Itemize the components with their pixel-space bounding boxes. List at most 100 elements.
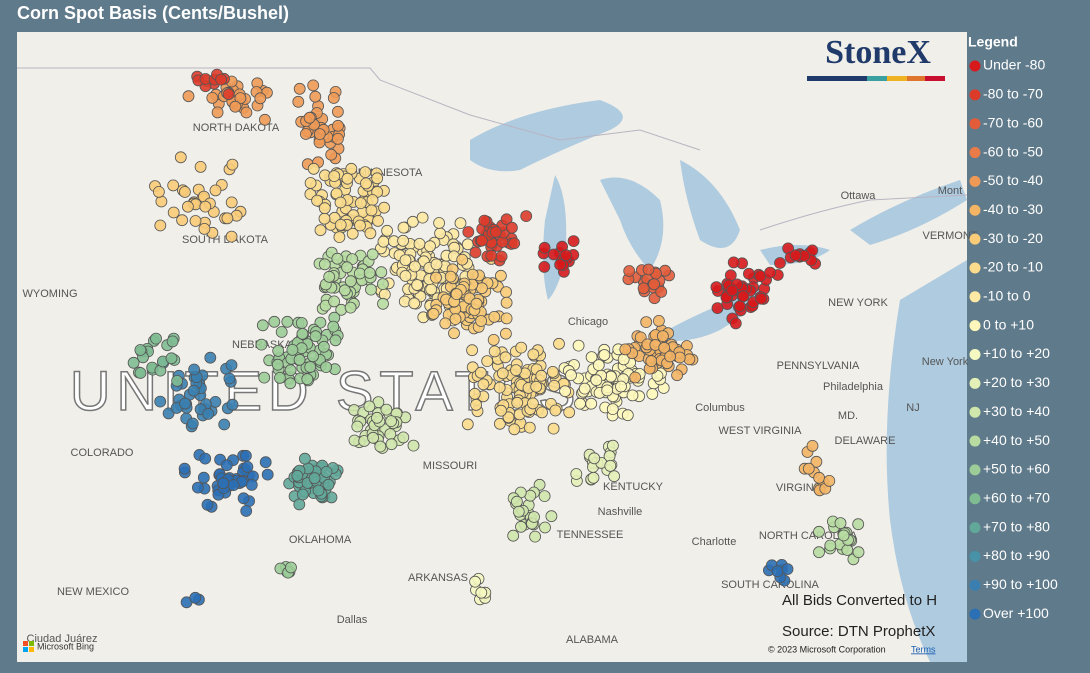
legend-label: +10 to +20 [983,345,1050,361]
bid-point [320,465,333,478]
bid-point [281,315,294,328]
map-label: Columbus [695,402,745,414]
bid-point [166,335,179,348]
bid-point [325,148,338,161]
bid-point [470,398,483,411]
bid-point [475,234,488,247]
legend-swatch [969,349,981,360]
bid-point [813,546,825,559]
bid-point [478,214,491,227]
bid-point [178,186,191,198]
bid-point [408,260,421,273]
bid-point [487,333,500,346]
bid-point [162,407,175,420]
bid-point [176,214,189,227]
bid-point [377,297,389,310]
bid-point [554,258,566,271]
map-label: WEST VIRGINIA [719,425,803,437]
bid-point [375,266,388,279]
map-label: Dallas [337,614,368,626]
bid-point [366,194,379,206]
bid-point [508,237,521,250]
bid-point [363,266,376,279]
bid-point [215,73,228,86]
bid-point [181,200,194,213]
bid-point [351,420,364,433]
bid-point [360,177,372,190]
bid-point [189,591,202,604]
bid-point [462,226,475,238]
bid-point [134,367,147,379]
bid-point [318,258,331,271]
legend-label: -20 to -10 [983,259,1043,275]
map-label: VIRGINIA [776,482,825,494]
map-label: ALABAMA [566,634,619,646]
bid-point [334,196,347,209]
bid-point [515,520,527,533]
legend-label: +70 to +80 [983,518,1050,534]
bid-point [261,468,274,481]
bid-point [496,367,509,380]
bid-point [408,297,421,310]
bid-point [658,341,671,354]
bid-point [511,396,524,409]
bid-point [227,479,240,492]
bid-point [286,343,299,356]
bid-point [225,196,238,209]
bid-point [329,334,342,347]
bid-point [454,217,467,230]
bid-point [406,215,419,228]
bid-point [241,460,254,473]
bid-point [327,320,340,333]
legend-swatch [969,406,981,418]
bid-point [592,359,605,372]
bid-point [225,359,238,372]
bid-point [188,363,201,376]
bid-point [500,296,513,309]
bid-point [307,162,320,175]
bid-point [574,397,586,410]
bid-point [512,505,525,518]
attribution: © 2023 Microsoft Corporation [768,644,886,654]
bid-point [545,510,558,523]
bid-point [199,452,212,465]
bid-point [806,439,819,452]
bid-point [365,204,378,217]
legend-label: +40 to +50 [983,432,1050,448]
bid-point [298,452,311,465]
bid-point [500,213,513,226]
map-label: New York [922,356,969,368]
legend-title: Legend [968,34,1018,50]
bid-point [338,284,351,297]
bid-point [448,327,460,340]
bid-point [341,172,354,185]
bid-point [510,364,522,377]
bid-point [299,128,312,140]
legend-swatch [969,89,981,101]
bid-point [344,275,357,288]
bid-point [527,348,540,361]
terms-link[interactable]: Terms [911,644,936,654]
bid-point [657,330,669,343]
bid-point [332,119,344,132]
bid-point [461,418,474,431]
bid-point [424,240,436,253]
bid-point [291,469,304,482]
bid-point [304,177,317,189]
bid-point [470,297,483,310]
legend-label: +90 to +100 [983,576,1058,592]
bid-point [530,380,543,393]
bid-point [629,371,642,384]
legend-label: -40 to -30 [983,201,1043,217]
bid-point [813,471,825,484]
bid-point [528,511,540,523]
bid-point [640,316,653,329]
bid-point [303,111,316,124]
bid-point [485,249,498,262]
bid-point [211,106,224,119]
bid-point [334,218,347,231]
bid-point [427,307,440,320]
bid-point [198,222,211,235]
bid-point [648,278,660,291]
